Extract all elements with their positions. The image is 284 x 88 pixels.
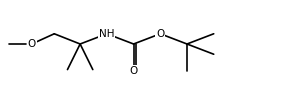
Text: NH: NH (99, 29, 115, 39)
Text: O: O (130, 66, 138, 76)
Text: O: O (156, 29, 164, 39)
Text: O: O (28, 39, 36, 49)
